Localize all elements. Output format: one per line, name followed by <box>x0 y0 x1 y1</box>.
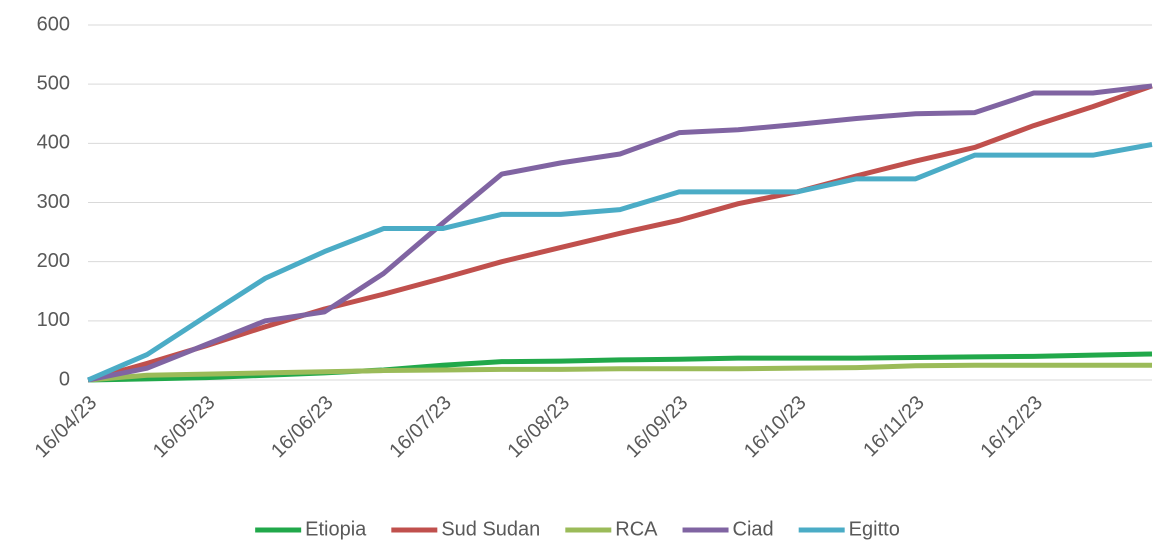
legend-label: Ciad <box>733 518 774 540</box>
line <box>87 362 1152 383</box>
line <box>87 83 1153 383</box>
y-tick-label: 600 <box>37 13 70 35</box>
legend-label: Etiopia <box>305 518 367 540</box>
legend-label: Sud Sudan <box>441 518 540 540</box>
y-tick-label: 400 <box>37 132 70 154</box>
x-tick-label: 16/09/23 <box>622 392 693 463</box>
x-tick-label: 16/05/23 <box>149 392 220 463</box>
y-tick-label: 0 <box>59 368 70 390</box>
x-tick-label: 16/06/23 <box>267 392 338 463</box>
x-tick-label: 16/08/23 <box>504 392 575 463</box>
y-tick-label: 300 <box>37 191 70 213</box>
line <box>87 142 1153 383</box>
y-tick-label: 500 <box>37 72 70 94</box>
x-tick-label: 16/10/23 <box>740 392 811 463</box>
y-tick-label: 100 <box>37 309 70 331</box>
x-tick-label: 16/07/23 <box>385 392 456 463</box>
y-tick-label: 200 <box>37 250 70 272</box>
line <box>87 83 1153 383</box>
x-tick-label: 16/11/23 <box>859 392 929 462</box>
x-tick-label: 16/04/23 <box>31 392 102 463</box>
legend-label: RCA <box>615 518 658 540</box>
x-tick-label: 16/12/23 <box>976 392 1047 463</box>
legend-label: Egitto <box>849 518 900 540</box>
